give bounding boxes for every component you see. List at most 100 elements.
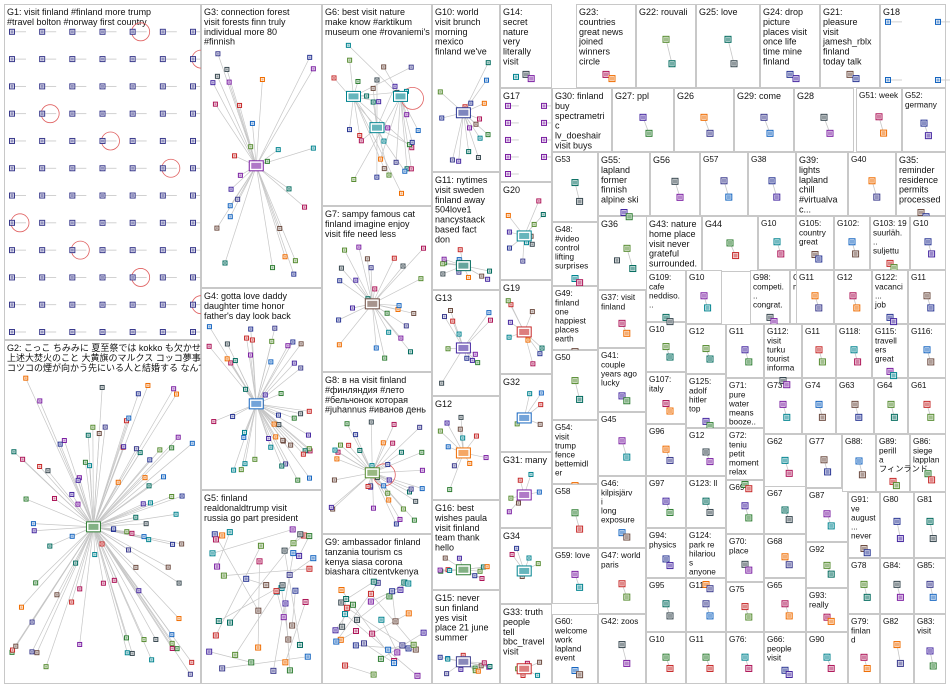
group-label-line: visit (503, 57, 519, 67)
group-border-g66 (764, 632, 806, 684)
node-fill (398, 304, 401, 307)
group-cell-g69: G69 (726, 480, 764, 534)
group-label-line: paris (601, 560, 619, 569)
group-label-g18: G18 (883, 7, 900, 17)
node-fill (131, 84, 135, 88)
node-fill (413, 519, 416, 522)
node-fill (161, 57, 165, 61)
node-fill (929, 477, 934, 482)
group-label-line: finland (823, 47, 850, 57)
group-label-line: G10 (761, 219, 777, 228)
node-fill (307, 434, 310, 437)
nodes-g120 (702, 345, 714, 363)
edge (224, 165, 257, 264)
node-fill (895, 642, 899, 647)
node-fill (704, 499, 708, 504)
group-label-line: G96 (649, 427, 665, 436)
node-fill (627, 214, 632, 219)
node-fill (288, 668, 292, 672)
group-cell-g77: G77 (806, 434, 842, 488)
group-label-line: kilpisjärv (601, 488, 633, 497)
node-fill (894, 483, 899, 488)
node-fill (294, 259, 297, 262)
group-cell-g126: G12 (686, 428, 726, 476)
edge (93, 385, 149, 527)
node-fill (161, 221, 165, 225)
node-fill (70, 248, 74, 252)
nodes-g16 (437, 555, 490, 582)
group-label-line: G5: finland (204, 493, 248, 503)
group-border-g50 (552, 350, 598, 420)
group-label-line: sun finland (435, 603, 479, 613)
node-fill (101, 330, 104, 334)
node-fill (143, 535, 146, 538)
node-fill (214, 103, 217, 106)
node-fill (393, 423, 396, 426)
group-label-line: G71: (729, 381, 747, 390)
node-fill (370, 632, 374, 636)
node-fill (443, 315, 446, 318)
node-fill (249, 660, 253, 664)
group-label-g97: G97 (649, 479, 665, 488)
group-label-line: permits (899, 185, 929, 195)
node-fill (33, 529, 36, 532)
node-fill (382, 140, 385, 143)
node-fill (63, 439, 66, 442)
node-fill (439, 430, 442, 433)
node-fill (477, 156, 480, 159)
node-fill (10, 30, 14, 34)
nodes-g3 (210, 51, 316, 277)
node-fill (59, 443, 62, 446)
node-fill (10, 139, 14, 143)
node-fill (212, 420, 215, 423)
group-cell-g74: G74 (802, 378, 836, 434)
node-fill (487, 311, 490, 314)
edge (255, 79, 263, 166)
group-label-g44: G44 (705, 219, 722, 229)
group-label-line: G11 (805, 327, 820, 336)
node-fill (222, 574, 226, 578)
node-fill (311, 556, 315, 560)
group-cell-g79: G79: finlan d (848, 614, 880, 684)
nodes-g118 (850, 346, 862, 366)
edge (372, 452, 422, 474)
node-fill (269, 360, 272, 363)
group-label-line: daughter time honor (204, 301, 285, 311)
node-fill (299, 412, 302, 415)
node-fill (895, 519, 899, 524)
node-fill (519, 479, 522, 482)
group-label-line: ers (875, 345, 886, 354)
nodes-g85 (926, 580, 937, 601)
group-label-g19: G19 (503, 283, 520, 293)
group-label-line: picture (763, 17, 790, 27)
group-cell-g35: G35: reminder residence permits processed (896, 152, 946, 221)
edge (79, 526, 94, 645)
group-label-line: event (555, 654, 576, 663)
edge (226, 69, 257, 166)
group-cell-g109: G109: cafe neddiso... (646, 270, 686, 326)
group-label-line: G10 (649, 325, 665, 334)
node-fill (469, 102, 472, 105)
node-fill (377, 100, 380, 103)
node-fill (409, 350, 412, 353)
node-fill (354, 643, 358, 647)
node-fill (228, 81, 231, 84)
node-fill (25, 498, 28, 501)
node-fill (231, 415, 234, 418)
node-fill (825, 655, 829, 660)
nodes-g94 (662, 555, 674, 570)
group-label-g118: G118: (839, 327, 861, 336)
node-fill (622, 210, 626, 215)
group-label-line: joined (578, 37, 603, 47)
group-label-line: G86: (913, 437, 931, 446)
edge (372, 303, 411, 353)
node-fill (822, 457, 826, 462)
node-fill (855, 359, 860, 364)
node-fill (340, 267, 343, 270)
node-fill (293, 589, 297, 593)
group-label-line: places visit (763, 27, 808, 37)
node-fill (451, 158, 454, 161)
group-label-g20: G20 (503, 185, 520, 195)
node-fill (191, 139, 195, 143)
node-fill (704, 582, 708, 587)
